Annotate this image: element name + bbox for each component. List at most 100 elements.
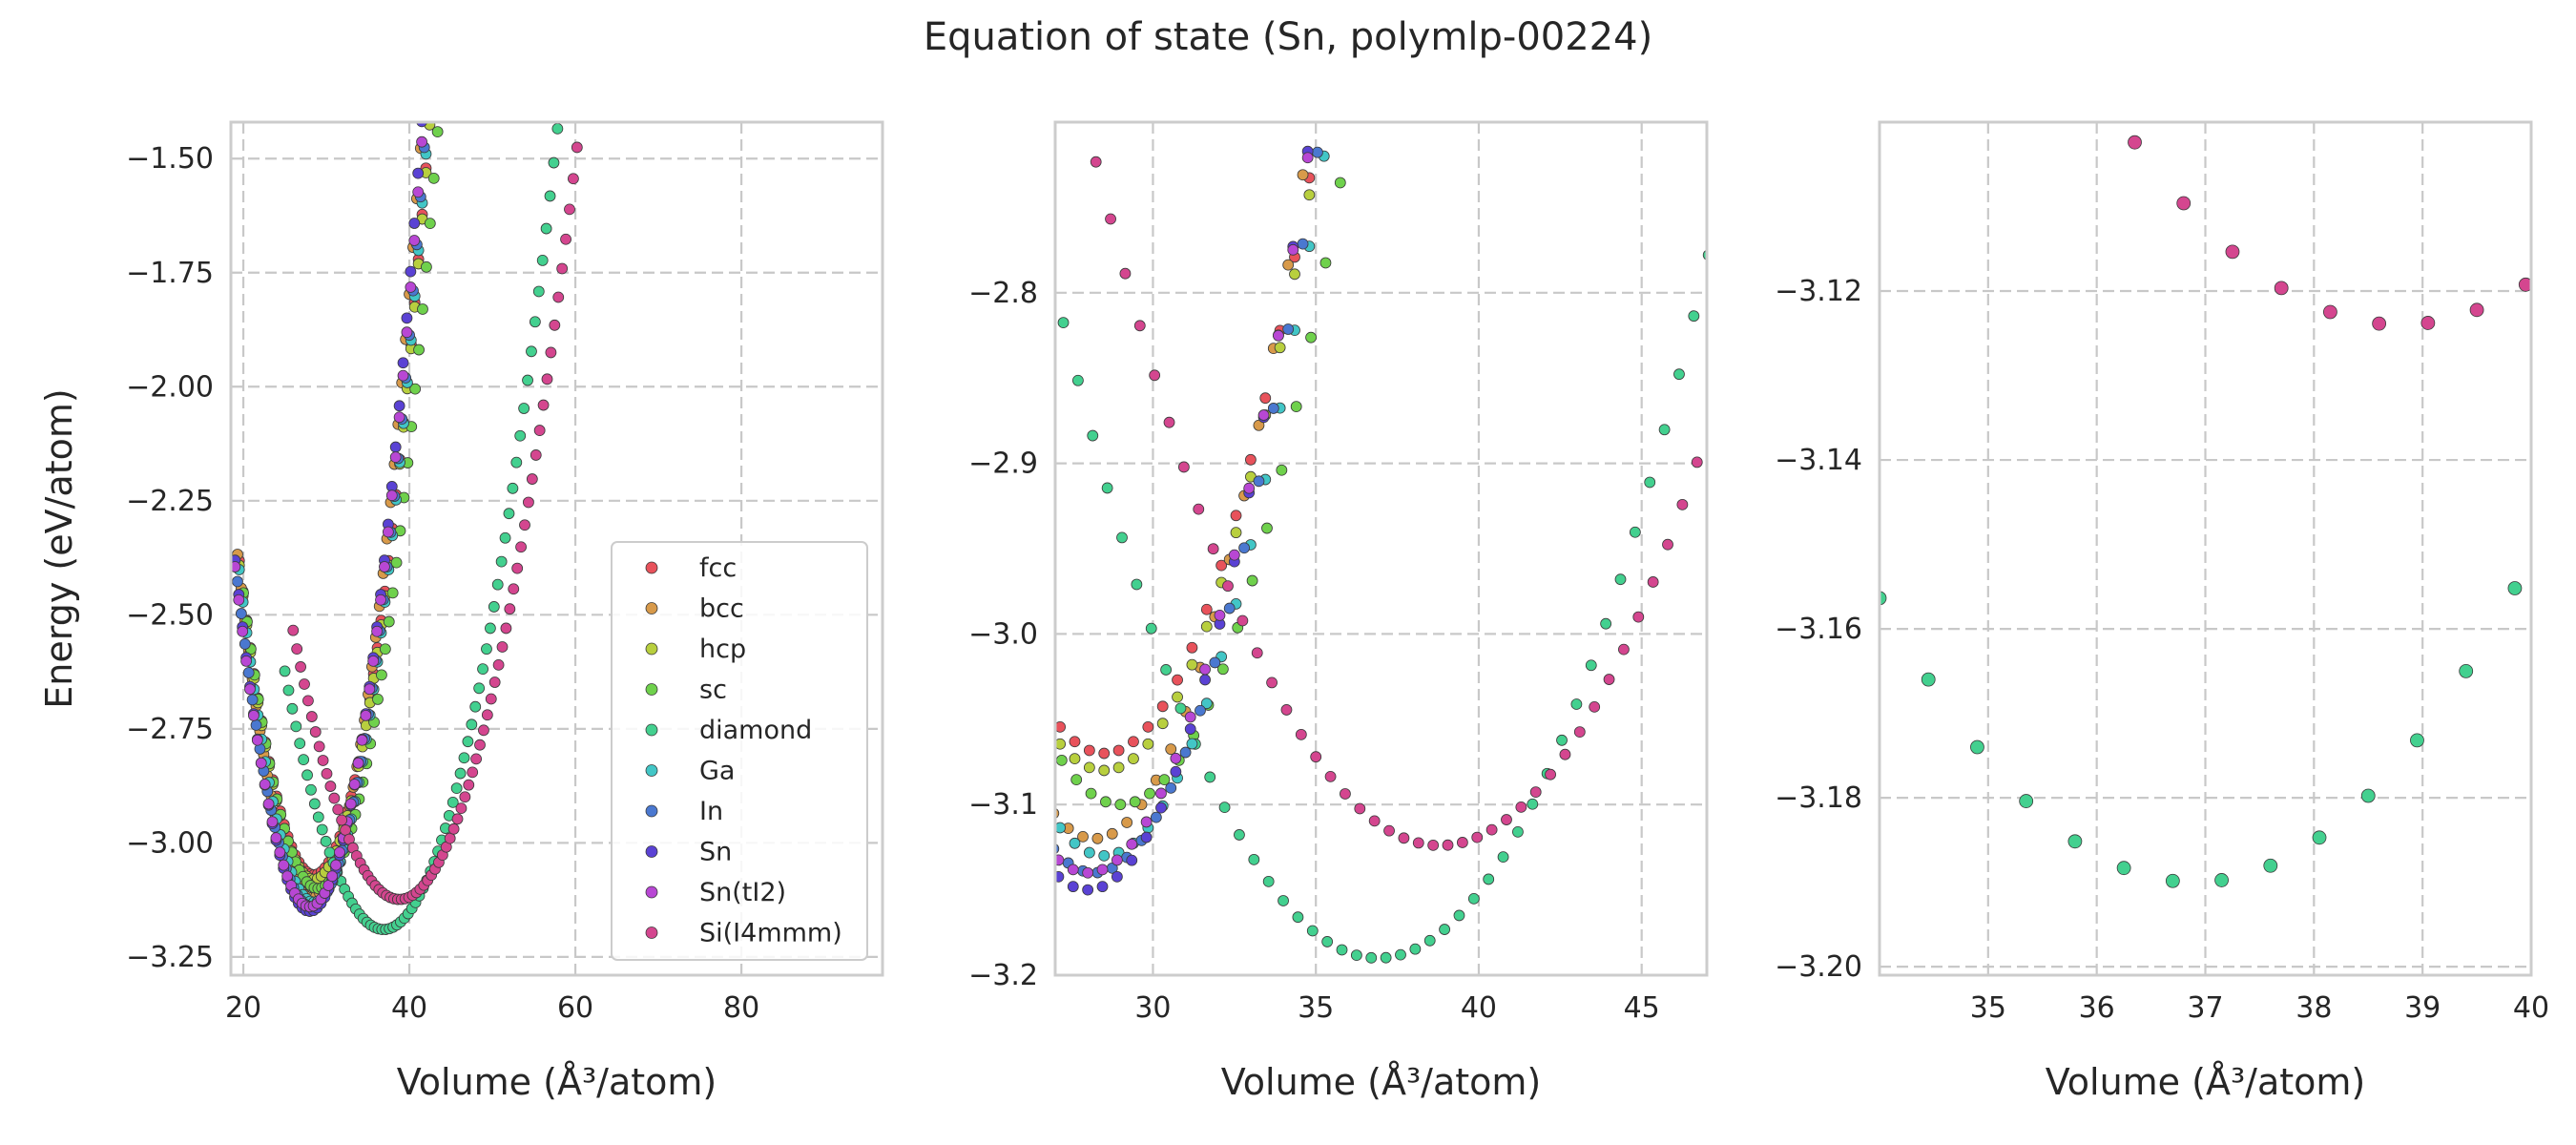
data-point <box>383 615 395 628</box>
data-point <box>1126 854 1138 866</box>
data-point <box>295 661 306 673</box>
data-point <box>352 757 364 769</box>
data-point <box>1116 531 1128 544</box>
data-point <box>2557 485 2570 498</box>
x-tick-label: 80 <box>723 991 759 1025</box>
data-point <box>484 622 496 635</box>
data-point <box>2128 135 2142 150</box>
data-point <box>1131 578 1143 591</box>
panel-middle: 30 35 40 45 −2.8 −2.9 −3.0 −3.1 −3.2 Volume (Å³/a… <box>968 88 1732 1103</box>
data-point <box>1310 751 1322 763</box>
data-point <box>1156 718 1169 730</box>
x-tick-label: 45 <box>1624 991 1660 1025</box>
data-point <box>1423 934 1436 947</box>
data-point <box>397 369 409 382</box>
legend-item: bcc <box>645 594 744 624</box>
data-point <box>2360 788 2376 803</box>
data-point <box>548 156 560 169</box>
data-point <box>1055 822 1067 834</box>
data-point <box>537 399 550 411</box>
data-point <box>348 779 361 790</box>
y-tick-label: −3.14 <box>1775 444 1862 477</box>
data-point <box>232 575 243 588</box>
data-point <box>1228 549 1240 561</box>
data-point <box>469 700 482 713</box>
y-tick-label: −3.25 <box>126 941 214 974</box>
data-point <box>1632 611 1645 623</box>
data-point <box>1214 610 1226 621</box>
data-point <box>1100 796 1111 808</box>
data-point <box>1292 911 1304 924</box>
data-point <box>1319 88 1329 98</box>
axes-frame <box>1878 120 2533 977</box>
data-point <box>1028 699 1038 710</box>
data-point <box>324 781 337 792</box>
data-point <box>1055 870 1065 883</box>
data-point <box>1676 498 1689 510</box>
x-axis-label: Volume (Å³/atom) <box>2046 1061 2366 1103</box>
data-point <box>1662 538 1673 551</box>
data-point <box>2067 834 2083 849</box>
data-point <box>417 303 428 315</box>
data-point <box>1177 461 1190 473</box>
data-point <box>262 798 275 810</box>
data-point <box>1380 951 1392 964</box>
data-point <box>1266 677 1278 689</box>
data-point <box>386 587 399 599</box>
data-point <box>1026 675 1036 685</box>
data-point <box>1280 704 1293 716</box>
legend-label: sc <box>699 676 727 705</box>
data-point <box>488 601 500 613</box>
data-point <box>1055 854 1065 866</box>
data-point <box>1067 864 1079 876</box>
data-point <box>564 203 575 216</box>
data-point <box>1702 249 1707 260</box>
data-point <box>1230 510 1242 522</box>
data-point <box>499 531 511 544</box>
legend-marker <box>645 602 658 614</box>
data-point <box>568 173 579 185</box>
data-point <box>1880 591 1887 606</box>
data-point <box>382 526 394 538</box>
data-point <box>389 441 402 453</box>
data-point <box>1556 734 1568 746</box>
data-point <box>1199 674 1211 686</box>
y-tick-label: −3.16 <box>1775 613 1862 646</box>
data-point <box>1091 832 1104 844</box>
data-point <box>504 603 516 615</box>
data-point <box>2274 281 2289 296</box>
data-point <box>235 608 247 619</box>
data-point <box>372 693 384 705</box>
data-point <box>530 449 542 461</box>
data-point <box>1287 243 1299 256</box>
legend-label: In <box>699 797 723 826</box>
data-point <box>1133 320 1146 332</box>
data-point <box>1145 622 1157 635</box>
data-point <box>1236 614 1249 627</box>
data-point <box>412 186 425 198</box>
panel-right: 35 36 37 38 39 40 −3.12 −3.14 −3.16 −3.18 −3.20 Vol… <box>1775 120 2570 1103</box>
data-point <box>508 583 520 595</box>
data-point <box>1412 837 1424 849</box>
data-point <box>1297 238 1309 250</box>
data-point <box>1082 884 1094 896</box>
data-point <box>2214 873 2229 887</box>
data-point <box>1112 744 1125 757</box>
data-point <box>413 344 425 356</box>
x-axis-label: Volume (Å³/atom) <box>1221 1061 1542 1103</box>
data-point <box>1721 364 1732 375</box>
data-point <box>2420 316 2436 330</box>
data-point <box>1321 936 1334 947</box>
data-point <box>481 643 492 656</box>
data-point <box>1297 169 1309 181</box>
data-point <box>1673 368 1685 381</box>
data-point <box>1200 697 1213 710</box>
data-point <box>1238 542 1250 554</box>
data-point <box>556 262 569 275</box>
data-point <box>1253 475 1265 488</box>
data-point <box>1483 873 1495 885</box>
data-point <box>1184 711 1196 723</box>
data-point <box>545 346 557 359</box>
data-point <box>1336 944 1348 956</box>
data-point <box>259 779 271 790</box>
